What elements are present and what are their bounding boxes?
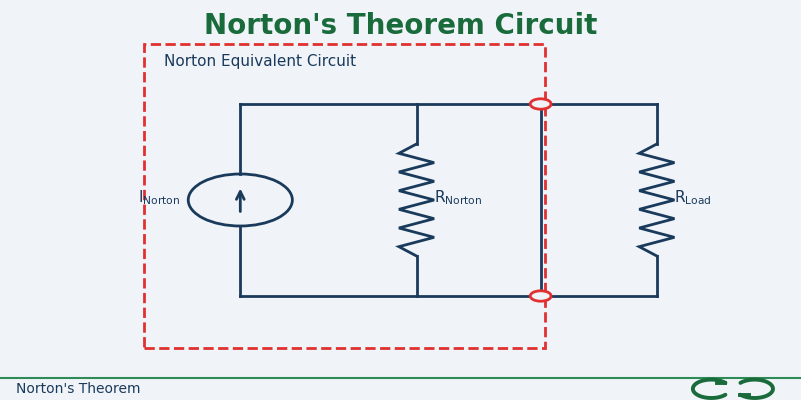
Text: R$_{\mathregular{Norton}}$: R$_{\mathregular{Norton}}$ bbox=[434, 189, 482, 207]
Text: Norton's Theorem: Norton's Theorem bbox=[16, 382, 140, 396]
Text: Norton Equivalent Circuit: Norton Equivalent Circuit bbox=[164, 54, 356, 69]
Circle shape bbox=[530, 99, 551, 109]
Text: Norton's Theorem Circuit: Norton's Theorem Circuit bbox=[203, 12, 598, 40]
Circle shape bbox=[530, 291, 551, 301]
Text: R$_{\mathregular{Load}}$: R$_{\mathregular{Load}}$ bbox=[674, 189, 712, 207]
Text: I$_{\mathregular{Norton}}$: I$_{\mathregular{Norton}}$ bbox=[138, 189, 180, 207]
